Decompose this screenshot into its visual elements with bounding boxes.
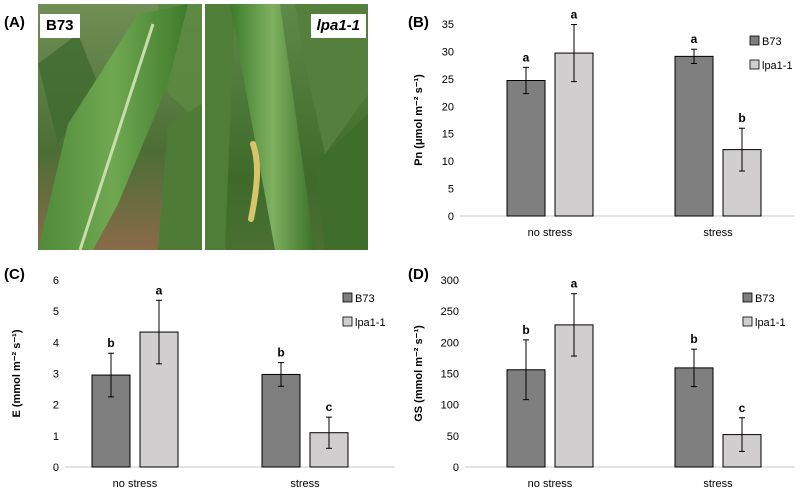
- legend-swatch-lpa1-1: [742, 316, 753, 327]
- panel-d-letter: (D): [408, 266, 429, 283]
- x-category-label: no stress: [528, 227, 573, 239]
- chart-c-e: 0 1 2 3 4 5 6 E (mmol m⁻² s⁻¹) b a no stress b c stre…: [11, 275, 395, 490]
- legend-swatch-lpa1-1: [749, 59, 760, 70]
- x-category-label: no stress: [528, 478, 573, 490]
- x-category-label: stress: [703, 227, 733, 239]
- x-category-label: stress: [290, 478, 320, 490]
- y-tick-label: 300: [441, 275, 459, 287]
- panel-c-letter: (C): [4, 266, 25, 283]
- lpa1-1-leaf-photo: lpa1-1: [205, 4, 368, 250]
- y-tick-label: 30: [442, 46, 454, 58]
- significance-letter: b: [690, 332, 697, 346]
- legend-label-B73: B73: [355, 293, 375, 305]
- panel-a-letter: (A): [4, 14, 25, 31]
- legend-label-lpa1-1: lpa1-1: [355, 317, 386, 329]
- y-tick-label: 25: [442, 74, 454, 86]
- y-tick-label: 100: [441, 400, 459, 412]
- legend-swatch-B73: [742, 292, 753, 303]
- significance-letter: a: [156, 283, 163, 297]
- significance-letter: b: [107, 336, 114, 350]
- y-tick-label: 6: [53, 275, 59, 287]
- legend-label-B73: B73: [755, 293, 775, 305]
- y-tick-label: 50: [447, 431, 459, 443]
- y-tick-label: 250: [441, 306, 459, 318]
- chart-b-pn: 0 5 10 15 20 25 30 35 Pn (μmol m⁻² s⁻¹) a a no stre…: [413, 8, 795, 239]
- significance-letter: a: [571, 277, 578, 291]
- x-category-label: no stress: [113, 478, 158, 490]
- significance-letter: a: [571, 8, 578, 22]
- significance-letter: b: [522, 323, 529, 337]
- y-tick-label: 3: [53, 369, 59, 381]
- b73-photo-label: B73: [40, 14, 80, 38]
- y-tick-label: 4: [53, 337, 59, 349]
- chart-d-gs: 0 50 100 150 200 250 300 GS (mmol m⁻² s⁻¹) b a no …: [413, 275, 795, 490]
- y-tick-label: 150: [441, 369, 459, 381]
- y-tick-label: 35: [442, 19, 454, 31]
- y-tick-label: 5: [448, 184, 454, 196]
- legend-label-B73: B73: [762, 36, 782, 48]
- significance-letter: c: [739, 401, 746, 415]
- y-tick-label: 2: [53, 400, 59, 412]
- significance-letter: b: [277, 346, 284, 360]
- y-tick-label: 200: [441, 337, 459, 349]
- x-category-label: stress: [703, 478, 733, 490]
- y-tick-label: 0: [453, 462, 459, 474]
- legend-swatch-B73: [749, 35, 760, 46]
- y-tick-label: 20: [442, 101, 454, 113]
- significance-letter: a: [691, 32, 698, 46]
- y-tick-label: 0: [448, 211, 454, 223]
- y-axis-label: Pn (μmol m⁻² s⁻¹): [413, 74, 425, 166]
- legend-label-lpa1-1: lpa1-1: [755, 317, 786, 329]
- significance-letter: b: [738, 111, 745, 125]
- legend-swatch-B73: [342, 292, 353, 303]
- significance-letter: c: [326, 400, 333, 414]
- bar-B73-stress: [674, 55, 714, 217]
- legend-label-lpa1-1: lpa1-1: [762, 60, 793, 72]
- y-tick-label: 15: [442, 129, 454, 141]
- legend-swatch-lpa1-1: [342, 316, 353, 327]
- bar-B73-no-stress: [506, 80, 546, 217]
- y-tick-label: 10: [442, 156, 454, 168]
- y-tick-label: 1: [53, 431, 59, 443]
- y-axis-label: E (mmol m⁻² s⁻¹): [11, 329, 23, 417]
- lpa1-1-leaf-image: [205, 4, 368, 250]
- b73-leaf-photo: B73: [38, 4, 202, 250]
- panel-b-letter: (B): [408, 14, 429, 31]
- y-axis-label: GS (mmol m⁻² s⁻¹): [413, 325, 425, 422]
- y-tick-label: 5: [53, 306, 59, 318]
- y-tick-label: 0: [53, 462, 59, 474]
- lpa1-1-photo-label: lpa1-1: [310, 14, 366, 38]
- significance-letter: a: [523, 50, 530, 64]
- bar-B73-stress: [261, 373, 301, 468]
- b73-leaf-image: [38, 4, 202, 250]
